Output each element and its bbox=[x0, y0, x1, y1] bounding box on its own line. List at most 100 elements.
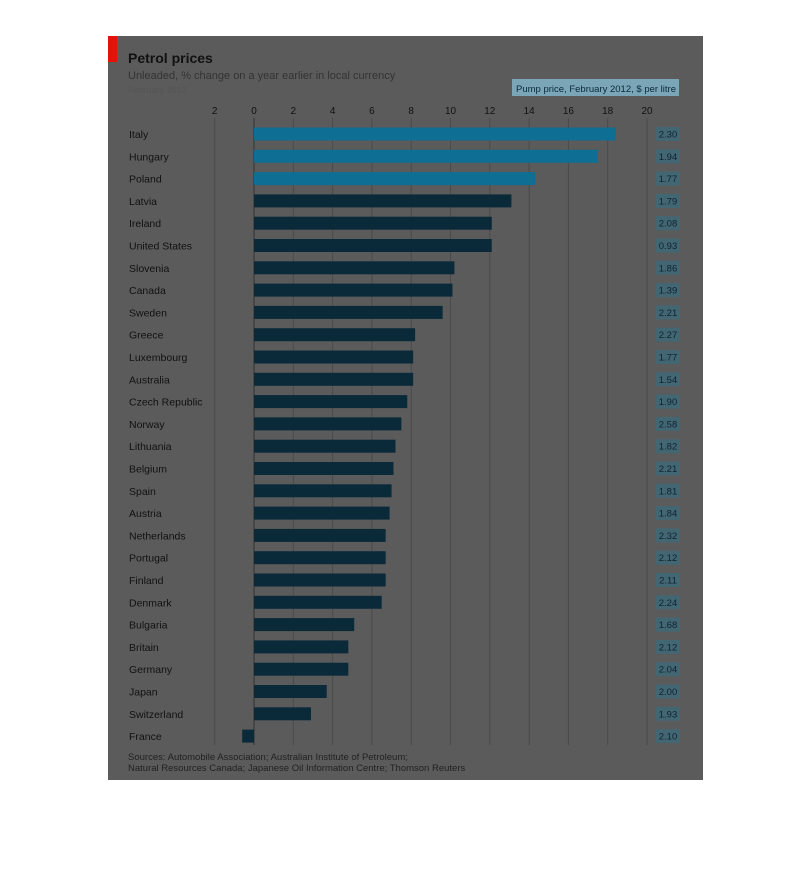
category-label: Latvia bbox=[129, 196, 157, 208]
source-line-2: Natural Resources Canada; Japanese Oil I… bbox=[128, 763, 465, 774]
category-label: Finland bbox=[129, 575, 164, 587]
bar bbox=[254, 707, 311, 721]
category-label: Bulgaria bbox=[129, 620, 168, 632]
bar bbox=[254, 551, 386, 565]
price-box bbox=[656, 394, 680, 409]
price-label: 2.21 bbox=[659, 308, 678, 319]
pump-price-header: Pump price, February 2012, $ per litre bbox=[516, 84, 676, 95]
price-label: 1.77 bbox=[659, 174, 678, 185]
price-label: 1.93 bbox=[659, 709, 678, 720]
price-label: 2.58 bbox=[659, 419, 678, 430]
price-box bbox=[656, 639, 680, 654]
price-label: 1.81 bbox=[659, 486, 678, 497]
price-box bbox=[656, 706, 680, 721]
price-label: 1.79 bbox=[659, 196, 678, 207]
chart-title: Petrol prices bbox=[128, 50, 213, 66]
category-label: Czech Republic bbox=[129, 397, 203, 409]
price-label: 2.12 bbox=[659, 553, 678, 564]
bar bbox=[254, 417, 402, 431]
price-box bbox=[656, 729, 680, 744]
bar bbox=[254, 239, 492, 252]
bar bbox=[254, 172, 535, 186]
bar bbox=[254, 283, 453, 297]
price-box bbox=[656, 550, 680, 565]
price-box bbox=[656, 171, 680, 186]
x-tick-label: 20 bbox=[641, 106, 653, 117]
bar bbox=[254, 595, 382, 609]
bar bbox=[254, 484, 392, 498]
bar bbox=[254, 350, 414, 364]
category-label: Poland bbox=[129, 174, 162, 186]
price-label: 1.77 bbox=[659, 353, 678, 364]
price-label: 1.84 bbox=[659, 509, 678, 520]
category-label: Germany bbox=[129, 664, 173, 676]
bar bbox=[254, 395, 408, 409]
bar bbox=[254, 127, 616, 141]
category-label: Canada bbox=[129, 285, 166, 297]
category-label: Greece bbox=[129, 330, 164, 342]
category-label: Italy bbox=[129, 129, 149, 141]
bar bbox=[254, 462, 394, 475]
price-box bbox=[656, 506, 680, 521]
price-box bbox=[656, 439, 680, 454]
price-label: 2.24 bbox=[659, 598, 678, 609]
price-label: 2.30 bbox=[659, 130, 678, 141]
price-label: 2.08 bbox=[659, 219, 678, 230]
bar bbox=[254, 528, 386, 542]
category-label: Australia bbox=[129, 374, 170, 386]
x-tick-label: 2 bbox=[291, 106, 297, 117]
accent-bar bbox=[108, 36, 117, 62]
price-label: 2.12 bbox=[659, 642, 678, 653]
price-box bbox=[656, 216, 680, 231]
price-label: 2.11 bbox=[659, 576, 677, 587]
price-box bbox=[656, 193, 680, 208]
price-box bbox=[656, 461, 680, 476]
chart-date: February 2012 bbox=[128, 85, 187, 95]
category-label: Switzerland bbox=[129, 709, 183, 721]
pump-price-header-box bbox=[512, 79, 679, 96]
price-label: 1.54 bbox=[659, 375, 678, 386]
category-label: Netherlands bbox=[129, 530, 186, 542]
price-box bbox=[656, 372, 680, 387]
price-box bbox=[656, 127, 680, 141]
price-label: 2.27 bbox=[659, 330, 678, 341]
gridlines bbox=[214, 118, 648, 745]
category-label: Slovenia bbox=[129, 263, 169, 275]
x-tick-label: 4 bbox=[330, 106, 336, 117]
category-label: Lithuania bbox=[129, 441, 172, 453]
price-box bbox=[656, 483, 680, 498]
x-tick-label: 18 bbox=[602, 106, 614, 117]
price-label: 1.68 bbox=[659, 620, 678, 631]
bar bbox=[254, 618, 355, 632]
price-box bbox=[656, 528, 680, 543]
x-tick-label: 10 bbox=[445, 106, 457, 117]
bar bbox=[254, 685, 327, 698]
price-label: 2.00 bbox=[659, 687, 678, 698]
category-label: Belgium bbox=[129, 464, 167, 476]
price-box bbox=[656, 327, 680, 342]
x-tick-label: 14 bbox=[524, 106, 536, 117]
category-label: Denmark bbox=[129, 597, 172, 609]
x-tick-label: 12 bbox=[484, 106, 496, 117]
bar bbox=[254, 372, 414, 386]
category-label: Britain bbox=[129, 642, 159, 654]
category-label: Hungary bbox=[129, 151, 169, 163]
price-label: 0.93 bbox=[659, 241, 678, 252]
bar bbox=[254, 305, 443, 319]
bar bbox=[254, 573, 386, 587]
bar bbox=[254, 194, 512, 208]
bar bbox=[242, 729, 254, 743]
category-label: Japan bbox=[129, 687, 158, 699]
price-box bbox=[656, 350, 680, 364]
category-label: Spain bbox=[129, 486, 156, 498]
bars bbox=[242, 127, 616, 743]
bar bbox=[254, 506, 390, 520]
chart-subtitle: Unleaded, % change on a year earlier in … bbox=[128, 70, 396, 82]
bar bbox=[254, 328, 416, 342]
category-label: Ireland bbox=[129, 218, 161, 230]
category-labels: Italy Hungary Poland Latvia Ireland United St… bbox=[129, 129, 203, 743]
bar bbox=[254, 261, 455, 275]
price-box bbox=[656, 283, 680, 298]
category-label: United States bbox=[129, 241, 192, 253]
category-label: Austria bbox=[129, 508, 162, 520]
